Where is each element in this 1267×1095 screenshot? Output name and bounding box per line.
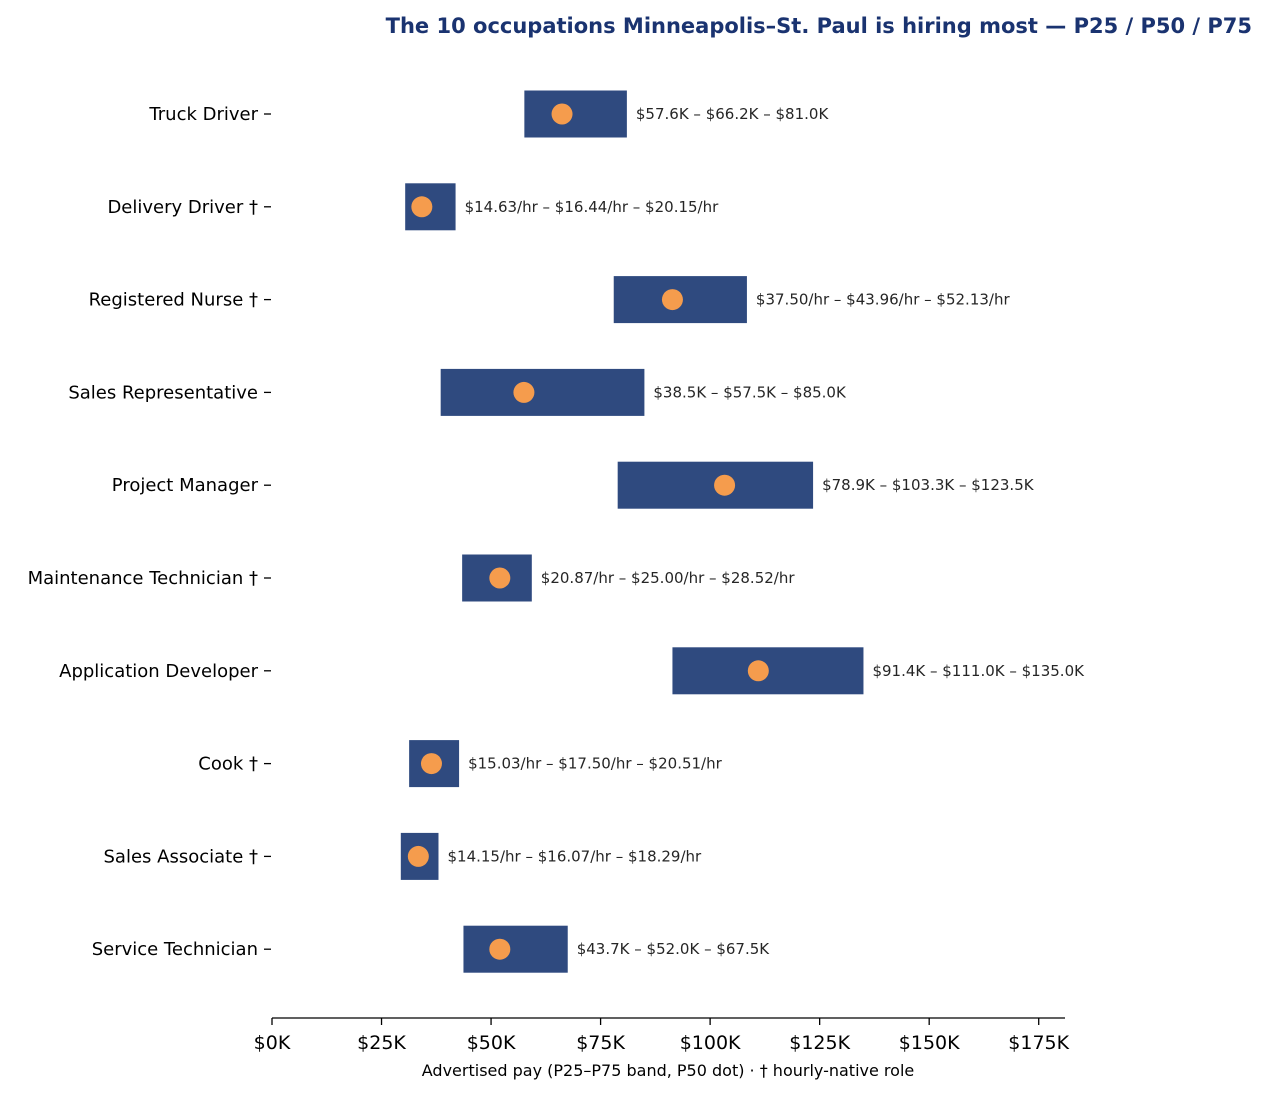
median-dot (407, 845, 429, 867)
median-dot (420, 753, 442, 775)
range-value-label: $14.63/hr – $16.44/hr – $20.15/hr (465, 198, 720, 216)
y-tick-label: Maintenance Technician † (28, 568, 258, 589)
x-axis: $0K $25K $50K $75K $100K $125K $150K $175K (254, 1017, 1070, 1054)
range-value-label: $38.5K – $57.5K – $85.0K (653, 383, 847, 401)
median-dot (551, 103, 573, 125)
y-tick-label: Truck Driver (148, 104, 258, 125)
x-tick-label: $150K (899, 1032, 960, 1054)
y-axis: Truck Driver Delivery Driver † Registered … (28, 104, 271, 960)
x-tick-label: $100K (680, 1032, 741, 1054)
x-tick-label: $175K (1008, 1032, 1069, 1054)
range-value-label: $57.6K – $66.2K – $81.0K (636, 105, 830, 123)
value-labels-layer: $57.6K – $66.2K – $81.0K $14.63/hr – $16.… (447, 105, 1085, 958)
x-tick-label: $125K (789, 1032, 850, 1054)
y-tick-label: Registered Nurse † (89, 290, 258, 311)
chart-title: The 10 occupations Minneapolis–St. Paul … (386, 14, 1252, 38)
median-dot (513, 381, 535, 403)
range-value-label: $43.7K – $52.0K – $67.5K (577, 940, 771, 958)
x-tick-label: $25K (357, 1032, 406, 1054)
x-axis-label: Advertised pay (P25–P75 band, P50 dot) ·… (422, 1061, 914, 1080)
iqr-band (463, 925, 568, 973)
range-value-label: $14.15/hr – $16.07/hr – $18.29/hr (447, 847, 702, 865)
y-tick-label: Application Developer (59, 661, 258, 682)
bands-layer (400, 90, 864, 973)
range-value-label: $15.03/hr – $17.50/hr – $20.51/hr (468, 755, 723, 773)
median-dot (489, 567, 511, 589)
median-dot (411, 196, 433, 218)
y-tick-label: Project Manager (112, 475, 259, 496)
x-tick-label: $0K (254, 1032, 291, 1054)
x-tick-label: $75K (576, 1032, 625, 1054)
range-value-label: $37.50/hr – $43.96/hr – $52.13/hr (756, 291, 1011, 309)
y-tick-label: Cook † (198, 754, 258, 775)
y-tick-label: Delivery Driver † (107, 197, 258, 218)
median-dot (489, 938, 511, 960)
iqr-band (524, 90, 627, 138)
range-value-label: $78.9K – $103.3K – $123.5K (822, 476, 1035, 494)
x-tick-label: $50K (467, 1032, 516, 1054)
y-tick-label: Sales Associate † (104, 846, 259, 867)
range-value-label: $20.87/hr – $25.00/hr – $28.52/hr (541, 569, 796, 587)
median-dot (714, 474, 736, 496)
dots-layer (407, 103, 769, 960)
median-dot (661, 289, 683, 311)
median-dot (747, 660, 769, 682)
y-tick-label: Service Technician (92, 939, 258, 960)
iqr-band (440, 368, 645, 416)
y-tick-label: Sales Representative (68, 382, 258, 403)
range-value-label: $91.4K – $111.0K – $135.0K (872, 662, 1085, 680)
